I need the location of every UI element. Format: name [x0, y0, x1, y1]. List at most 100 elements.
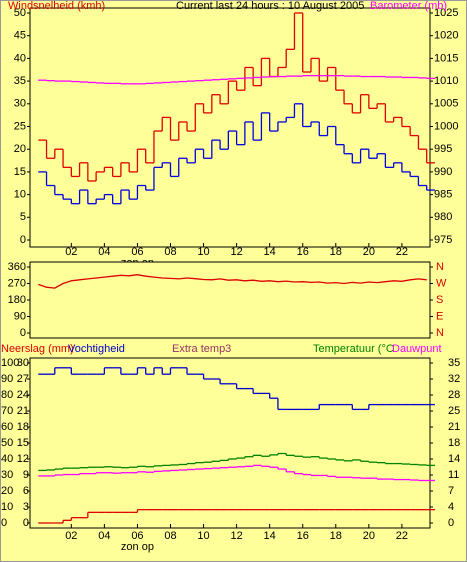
tick-label: 1025 [434, 7, 458, 19]
note: Extra temp3 [172, 343, 231, 355]
y-axis-label: Windsnelheid (kmh) [8, 0, 105, 12]
tick-label: 35 [14, 75, 26, 87]
tick-label: 360 [8, 261, 26, 273]
x-tick-label: 08 [164, 530, 176, 542]
tick-label: 15 [14, 166, 26, 178]
tick-label: 18 [448, 437, 460, 449]
x-tick-label: 22 [396, 530, 408, 542]
tick-label: 30 [1, 469, 13, 481]
series-label: Temperatuur (°C [313, 343, 394, 355]
tick-label: 1020 [434, 30, 458, 42]
tick-label: 50 [14, 7, 26, 19]
tick-label: 10 [14, 189, 26, 201]
tick-label: S [436, 294, 443, 306]
tick-label: 980 [434, 211, 452, 223]
tick-label: 25 [448, 405, 460, 417]
x-tick-label: 18 [330, 246, 342, 258]
tick-label: 4 [448, 501, 454, 513]
x-tick-label: 20 [363, 530, 375, 542]
x-tick-label: 16 [297, 246, 309, 258]
tick-label: 21 [448, 421, 460, 433]
tick-label: 14 [448, 453, 460, 465]
x-tick-label: 04 [98, 246, 110, 258]
tick-label: 1015 [434, 52, 458, 64]
series-label: Vochtigheid [68, 343, 125, 355]
tick-label: E [436, 310, 443, 322]
tick-label: N [436, 261, 444, 273]
x-tick-label: 12 [230, 246, 242, 258]
tick-label: 0 [20, 234, 26, 246]
tick-label: N [436, 327, 444, 339]
x-tick-label: 06 [131, 246, 143, 258]
series-line [38, 274, 427, 289]
tick-label: 50 [1, 437, 13, 449]
x-tick-label: 02 [65, 246, 77, 258]
tick-label: 100 [1, 357, 19, 369]
y2-axis-label: Barometer (mb) [370, 0, 447, 12]
tick-label: 20 [1, 485, 13, 497]
tick-label: 32 [448, 373, 460, 385]
tick-label: 0 [20, 327, 26, 339]
tick-label: 30 [14, 98, 26, 110]
tick-label: 11 [448, 469, 459, 481]
x-tick-label: 04 [98, 530, 110, 542]
x-tick-label: 20 [363, 246, 375, 258]
tick-label: W [436, 277, 447, 289]
annotation: zon op [121, 541, 154, 553]
tick-label: 90 [14, 310, 26, 322]
tick-label: 45 [14, 30, 26, 42]
tick-label: 40 [14, 52, 26, 64]
plot-frame [29, 357, 431, 529]
x-tick-label: 02 [65, 530, 77, 542]
tick-label: 1010 [434, 75, 458, 87]
tick-label: 0 [23, 517, 29, 529]
tick-label: 25 [14, 120, 26, 132]
x-tick-label: 14 [264, 530, 276, 542]
tick-label: 7 [448, 485, 454, 497]
tick-label: 5 [20, 211, 26, 223]
tick-label: 1005 [434, 98, 458, 110]
tick-label: 270 [8, 277, 26, 289]
tick-label: 995 [434, 143, 452, 155]
x-tick-label: 06 [131, 530, 143, 542]
tick-label: 40 [1, 453, 13, 465]
x-tick-label: 18 [330, 530, 342, 542]
tick-label: 975 [434, 234, 452, 246]
tick-label: 0 [1, 517, 7, 529]
x-tick-label: 08 [164, 246, 176, 258]
x-tick-label: 14 [264, 246, 276, 258]
tick-label: 15 [17, 437, 29, 449]
tick-label: 20 [14, 143, 26, 155]
tick-label: 985 [434, 189, 452, 201]
tick-label: 180 [8, 294, 26, 306]
x-tick-label: 16 [297, 530, 309, 542]
tick-label: 3 [23, 501, 29, 513]
tick-label: 70 [1, 405, 13, 417]
x-tick-label: 10 [197, 246, 209, 258]
tick-label: 24 [17, 389, 29, 401]
tick-label: 6 [23, 485, 29, 497]
series-label: Dauwpunt [392, 343, 442, 355]
plot-frame [29, 7, 431, 248]
x-tick-label: 10 [197, 530, 209, 542]
tick-label: 1000 [434, 120, 458, 132]
x-tick-label: 22 [396, 246, 408, 258]
chart-title: Current last 24 hours : 10 August 2005 [176, 0, 364, 12]
tick-label: 35 [448, 357, 460, 369]
tick-label: 30 [17, 357, 29, 369]
tick-label: 10 [1, 501, 13, 513]
tick-label: 0 [448, 517, 454, 529]
tick-label: 90 [1, 373, 13, 385]
x-tick-label: 12 [230, 530, 242, 542]
tick-label: 60 [1, 421, 13, 433]
tick-label: 990 [434, 166, 452, 178]
tick-label: 18 [17, 421, 29, 433]
tick-label: 9 [23, 469, 29, 481]
series-label: Neerslag (mm) [1, 343, 74, 355]
plot-frame [29, 261, 431, 339]
tick-label: 80 [1, 389, 13, 401]
tick-label: 28 [448, 389, 460, 401]
tick-label: 12 [17, 453, 29, 465]
